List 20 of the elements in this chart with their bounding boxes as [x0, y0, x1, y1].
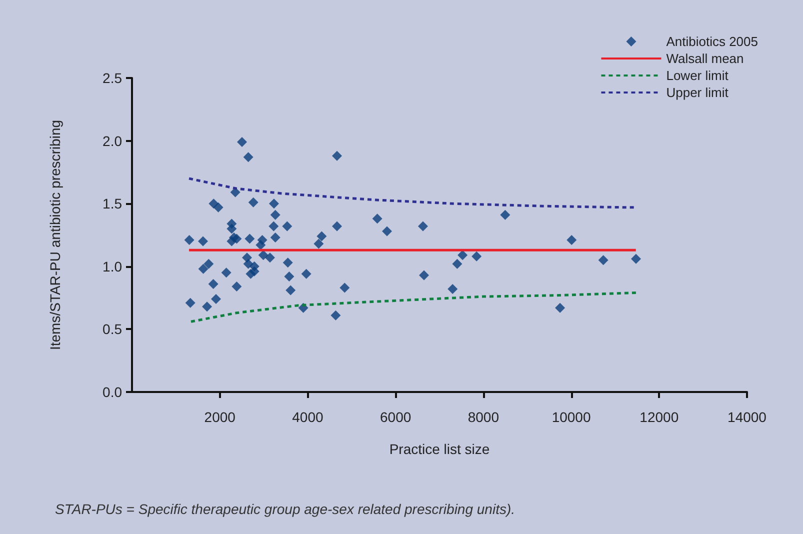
- legend-label: Upper limit: [666, 85, 729, 100]
- legend-label: Walsall mean: [666, 51, 744, 66]
- x-tick-label: 4000: [292, 409, 324, 425]
- y-tick-label: 2.5: [102, 70, 122, 86]
- y-axis-title: Items/STAR-PU antibiotic prescribing: [47, 120, 63, 350]
- x-tick-label: 12000: [640, 409, 679, 425]
- x-tick-label: 2000: [204, 409, 236, 425]
- y-tick-label: 1.0: [102, 258, 122, 274]
- legend-label: Lower limit: [666, 68, 729, 83]
- x-tick-label: 14000: [728, 409, 767, 425]
- y-tick-label: 1.5: [102, 196, 122, 212]
- legend-label: Antibiotics 2005: [666, 34, 758, 49]
- y-tick-label: 0.0: [102, 384, 122, 400]
- text: STAR-PUs = Specific therapeutic group age-sex related prescribing units).: [55, 501, 516, 517]
- x-tick-label: 6000: [380, 409, 412, 425]
- x-axis-title: Practice list size: [389, 441, 490, 457]
- y-tick-label: 2.0: [102, 132, 122, 149]
- x-tick-label: 10000: [552, 409, 591, 425]
- y-tick-label: 0.5: [102, 321, 122, 338]
- x-tick-label: 8000: [468, 409, 500, 425]
